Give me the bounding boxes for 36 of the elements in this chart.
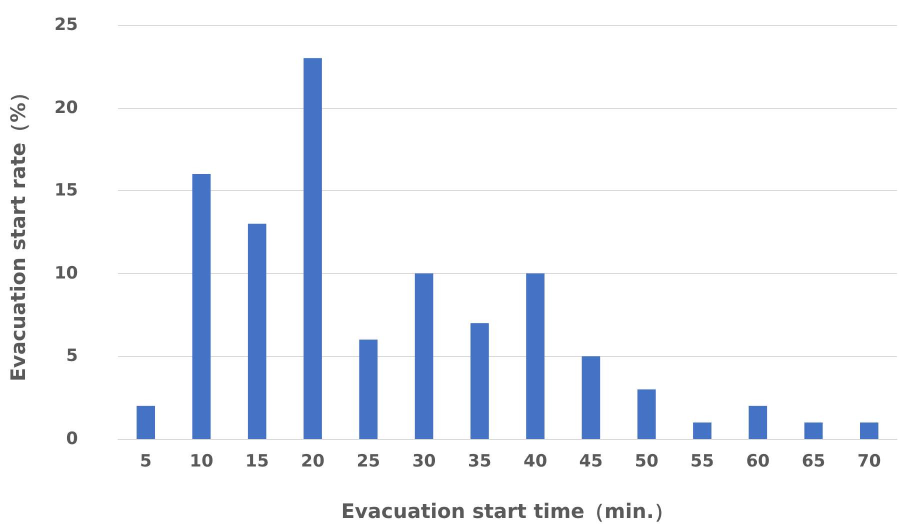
x-tick-label: 40 [523,452,548,472]
x-tick-label: 65 [802,452,826,472]
y-tick-label: 15 [54,180,78,201]
x-tick-label: 25 [356,452,380,472]
x-tick-label: 30 [412,452,436,472]
bar [192,174,211,439]
bar [637,389,656,439]
x-tick-label: 70 [857,452,882,472]
x-tick-label: 20 [300,452,325,472]
x-tick-label: 50 [634,452,659,472]
x-tick-label: 15 [245,452,269,472]
bar [693,422,712,439]
y-tick-label: 10 [54,263,78,284]
bar [804,422,823,439]
y-tick-label: 25 [54,15,78,35]
x-tick-label: 10 [190,452,214,472]
y-tick-label: 20 [54,98,78,118]
bar [470,323,489,439]
x-tick-label: 5 [140,452,152,472]
bar [526,273,545,439]
bar [582,356,600,439]
bar [248,224,266,439]
y-tick-label: 0 [66,429,78,449]
x-tick-label: 55 [690,452,714,472]
bar [136,406,156,439]
bar [860,422,878,439]
bar [414,273,434,439]
bar [748,406,768,439]
bar [304,58,322,439]
bar [359,340,378,439]
x-axis-title: Evacuation start time（min.） [341,499,674,523]
x-tick-label: 35 [468,452,492,472]
y-axis-title: Evacuation start rate（%） [6,82,30,382]
x-tick-label: 60 [746,452,770,472]
y-tick-label: 5 [66,346,78,366]
x-tick-label: 45 [579,452,603,472]
